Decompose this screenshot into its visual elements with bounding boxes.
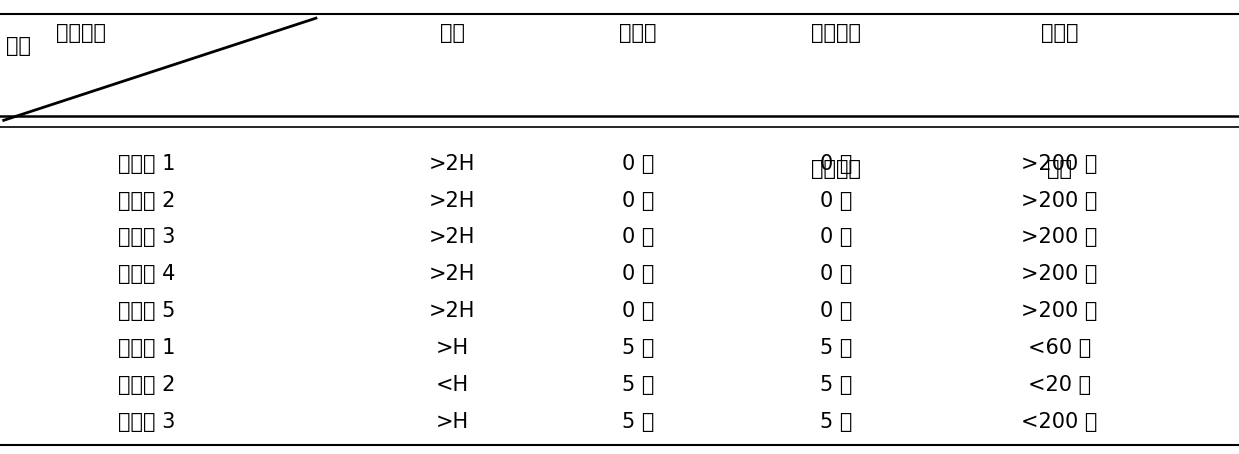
Text: 耐湿热后: 耐湿热后 xyxy=(812,23,861,43)
Text: 耐丁酮: 耐丁酮 xyxy=(1041,23,1078,43)
Text: 5 级: 5 级 xyxy=(820,412,852,432)
Text: 0 级: 0 级 xyxy=(622,191,654,211)
Text: >2H: >2H xyxy=(429,191,476,211)
Text: 实施例 5: 实施例 5 xyxy=(118,301,175,321)
Text: 0 级: 0 级 xyxy=(820,154,852,174)
Text: >2H: >2H xyxy=(429,264,476,284)
Text: >H: >H xyxy=(436,338,468,358)
Text: 实施例 2: 实施例 2 xyxy=(118,191,175,211)
Text: >2H: >2H xyxy=(429,154,476,174)
Text: 实施例 3: 实施例 3 xyxy=(118,227,175,247)
Text: 编号: 编号 xyxy=(6,36,31,56)
Text: 0 级: 0 级 xyxy=(622,264,654,284)
Text: 对比例 2: 对比例 2 xyxy=(118,375,175,395)
Text: 5 级: 5 级 xyxy=(622,375,654,395)
Text: 实施例 4: 实施例 4 xyxy=(118,264,175,284)
Text: <H: <H xyxy=(436,375,468,395)
Text: >200 次: >200 次 xyxy=(1021,227,1098,247)
Text: >2H: >2H xyxy=(429,301,476,321)
Text: >200 次: >200 次 xyxy=(1021,301,1098,321)
Text: 0 级: 0 级 xyxy=(820,227,852,247)
Text: 对比例 1: 对比例 1 xyxy=(118,338,175,358)
Text: 的附着力: 的附着力 xyxy=(812,159,861,179)
Text: <20 次: <20 次 xyxy=(1028,375,1090,395)
Text: 硬度: 硬度 xyxy=(440,23,465,43)
Text: 附着力: 附着力 xyxy=(620,23,657,43)
Text: 5 级: 5 级 xyxy=(622,338,654,358)
Text: <60 次: <60 次 xyxy=(1027,338,1092,358)
Text: 0 级: 0 级 xyxy=(622,227,654,247)
Text: >H: >H xyxy=(436,412,468,432)
Text: >2H: >2H xyxy=(429,227,476,247)
Text: 0 级: 0 级 xyxy=(820,191,852,211)
Text: 实施例 1: 实施例 1 xyxy=(118,154,175,174)
Text: 对比例 3: 对比例 3 xyxy=(118,412,175,432)
Text: >200 次: >200 次 xyxy=(1021,154,1098,174)
Text: 测试项目: 测试项目 xyxy=(56,23,105,43)
Text: 擦拭: 擦拭 xyxy=(1047,159,1072,179)
Text: 5 级: 5 级 xyxy=(820,338,852,358)
Text: 0 级: 0 级 xyxy=(820,264,852,284)
Text: 5 级: 5 级 xyxy=(622,412,654,432)
Text: >200 次: >200 次 xyxy=(1021,191,1098,211)
Text: >200 次: >200 次 xyxy=(1021,264,1098,284)
Text: 5 级: 5 级 xyxy=(820,375,852,395)
Text: 0 级: 0 级 xyxy=(820,301,852,321)
Text: 0 级: 0 级 xyxy=(622,154,654,174)
Text: 0 级: 0 级 xyxy=(622,301,654,321)
Text: <200 次: <200 次 xyxy=(1021,412,1098,432)
